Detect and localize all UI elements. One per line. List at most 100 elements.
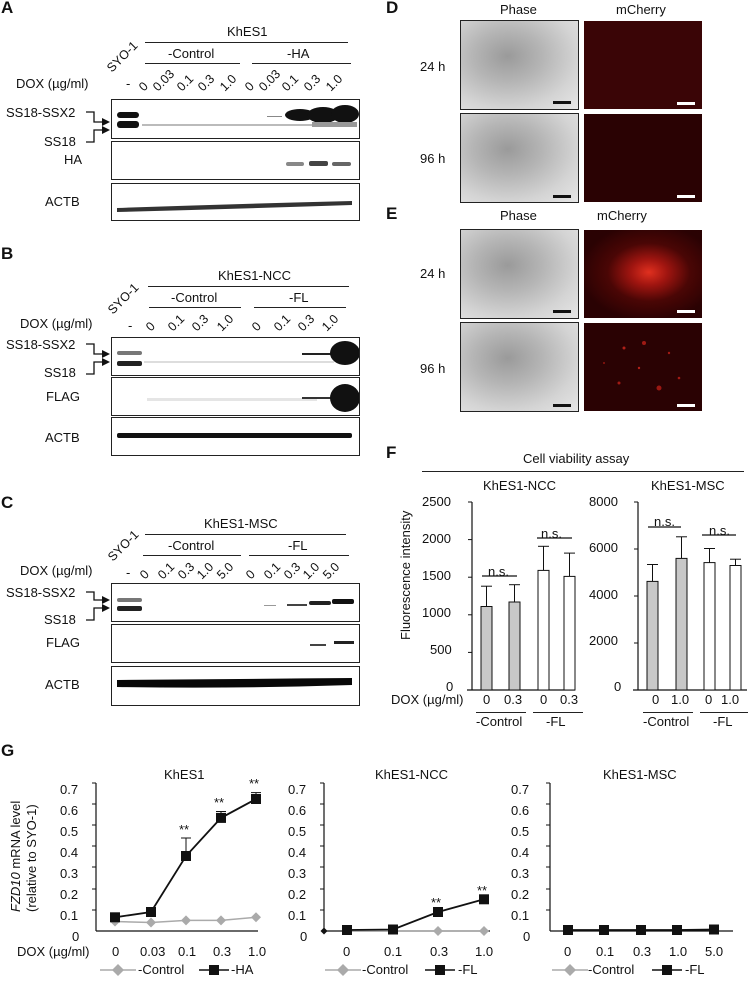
bracket-arrows-icon bbox=[86, 343, 110, 375]
x-tick: 0.1 bbox=[384, 944, 403, 959]
panel-label-a: A bbox=[1, 0, 14, 17]
significance-mark: ** bbox=[477, 883, 488, 898]
x-tick: 0 bbox=[343, 944, 351, 959]
blot-actb bbox=[111, 666, 360, 706]
chart-suptitle: Cell viability assay bbox=[523, 451, 630, 466]
dose-label: 0.3 bbox=[195, 71, 218, 94]
ref-dox: - bbox=[126, 76, 131, 91]
y-tick: 0.1 bbox=[60, 908, 79, 923]
dose-label: 0 bbox=[242, 79, 257, 94]
legend-label: -FL bbox=[458, 962, 478, 977]
legend-diamond-icon bbox=[552, 964, 588, 976]
y-tick: 0.3 bbox=[288, 866, 307, 881]
y-tick: 0.4 bbox=[60, 845, 79, 860]
panel-label-b: B bbox=[1, 244, 14, 263]
y-tick: 0 bbox=[72, 929, 80, 944]
y-tick: 0.2 bbox=[288, 887, 307, 902]
group-bracket-fl bbox=[249, 555, 349, 557]
legend-square-icon bbox=[199, 965, 229, 975]
cell-line-bracket bbox=[145, 534, 346, 536]
y-tick: 0.7 bbox=[288, 782, 307, 797]
x-tick: 1.0 bbox=[475, 944, 494, 959]
panel-label-e: E bbox=[386, 204, 398, 223]
y-tick: 0.5 bbox=[511, 824, 530, 839]
y-tick: 1500 bbox=[422, 568, 451, 583]
cell-line-bracket bbox=[145, 42, 348, 44]
legend-square-icon bbox=[425, 965, 455, 975]
y-tick: 2500 bbox=[422, 494, 451, 509]
x-tick: 0.3 bbox=[430, 944, 449, 959]
y-tick: 0.5 bbox=[288, 824, 307, 839]
y-tick: 0.3 bbox=[60, 866, 79, 881]
scale-bar bbox=[677, 404, 695, 407]
row-label-flag: FLAG bbox=[46, 389, 80, 404]
group-bracket-control bbox=[145, 63, 240, 65]
y-tick: 0.2 bbox=[511, 887, 530, 902]
legend-label: -FL bbox=[685, 962, 705, 977]
group-label: -FL bbox=[546, 714, 566, 729]
x-tick: 0.3 bbox=[213, 944, 232, 959]
group-bracket bbox=[533, 712, 583, 714]
y-tick: 0.5 bbox=[60, 824, 79, 839]
row-label-actb: ACTB bbox=[45, 677, 80, 692]
group-label: -Control bbox=[643, 714, 690, 729]
panel-label-f: F bbox=[386, 443, 397, 462]
x-tick: 1.0 bbox=[248, 944, 267, 959]
scale-bar bbox=[677, 102, 695, 105]
x-tick: 0 bbox=[483, 692, 491, 707]
arrow-label-ss18: SS18 bbox=[44, 134, 76, 149]
y-tick: 1000 bbox=[422, 605, 451, 620]
x-tick: 0 bbox=[112, 944, 120, 959]
x-tick: 0 bbox=[564, 944, 572, 959]
dox-label: DOX (µg/ml) bbox=[391, 692, 464, 707]
group-bracket-fl bbox=[254, 307, 346, 309]
dose-label: 1.0 bbox=[214, 311, 237, 334]
y-tick: 0.4 bbox=[511, 845, 530, 860]
dox-label: DOX (µg/ml) bbox=[20, 316, 93, 331]
line-charts-g bbox=[92, 782, 733, 936]
y-tick: 2000 bbox=[589, 633, 618, 648]
cell-line-label: KhES1-NCC bbox=[218, 268, 291, 283]
y-tick: 8000 bbox=[589, 494, 618, 509]
y-tick: 0.7 bbox=[511, 782, 530, 797]
scale-bar bbox=[677, 310, 695, 313]
x-tick: 0.1 bbox=[596, 944, 615, 959]
x-tick: 0.03 bbox=[140, 944, 166, 959]
dose-label: 0 bbox=[249, 319, 264, 334]
significance-mark: ** bbox=[214, 795, 225, 810]
image-mcherry-24h bbox=[583, 229, 703, 319]
x-tick: 0 bbox=[652, 692, 660, 707]
dose-label: 0.3 bbox=[295, 311, 318, 334]
legend-diamond-icon bbox=[100, 964, 136, 976]
column-label-mcherry: mCherry bbox=[616, 2, 666, 17]
y-tick: 0.6 bbox=[60, 803, 79, 818]
x-tick: 0.1 bbox=[178, 944, 197, 959]
y-tick: 2000 bbox=[422, 531, 451, 546]
dose-label: 0.03 bbox=[256, 66, 284, 94]
suptitle-rule bbox=[422, 471, 744, 473]
ref-lane-label: SYO-1 bbox=[104, 38, 141, 75]
ref-dox: - bbox=[126, 565, 131, 580]
y-tick: 0.3 bbox=[511, 866, 530, 881]
chart-title-ncc: KhES1-NCC bbox=[375, 767, 448, 782]
dose-label: 5.0 bbox=[320, 559, 343, 582]
scale-bar bbox=[553, 195, 571, 198]
y-tick: 0.1 bbox=[511, 908, 530, 923]
row-label-96h: 96 h bbox=[420, 361, 446, 376]
scale-bar bbox=[677, 195, 695, 198]
y-tick: 0 bbox=[446, 679, 454, 694]
ref-lane-label: SYO-1 bbox=[105, 527, 142, 564]
x-tick: 0.3 bbox=[504, 692, 523, 707]
x-tick: 0.3 bbox=[560, 692, 579, 707]
column-label-mcherry: mCherry bbox=[597, 208, 647, 223]
bar-charts-f bbox=[467, 501, 747, 691]
ns-annotation: n.s. bbox=[541, 526, 562, 541]
scale-bar bbox=[553, 404, 571, 407]
arrow-label-ss18-ssx2: SS18-SSX2 bbox=[6, 337, 76, 352]
bracket-arrows-icon bbox=[86, 111, 110, 143]
group-label: -Control bbox=[476, 714, 523, 729]
blot-ha bbox=[111, 141, 360, 180]
cell-line-label: KhES1 bbox=[227, 24, 268, 39]
dose-label: 0.1 bbox=[174, 71, 197, 94]
blot-ss18-ssx2 bbox=[111, 583, 360, 622]
